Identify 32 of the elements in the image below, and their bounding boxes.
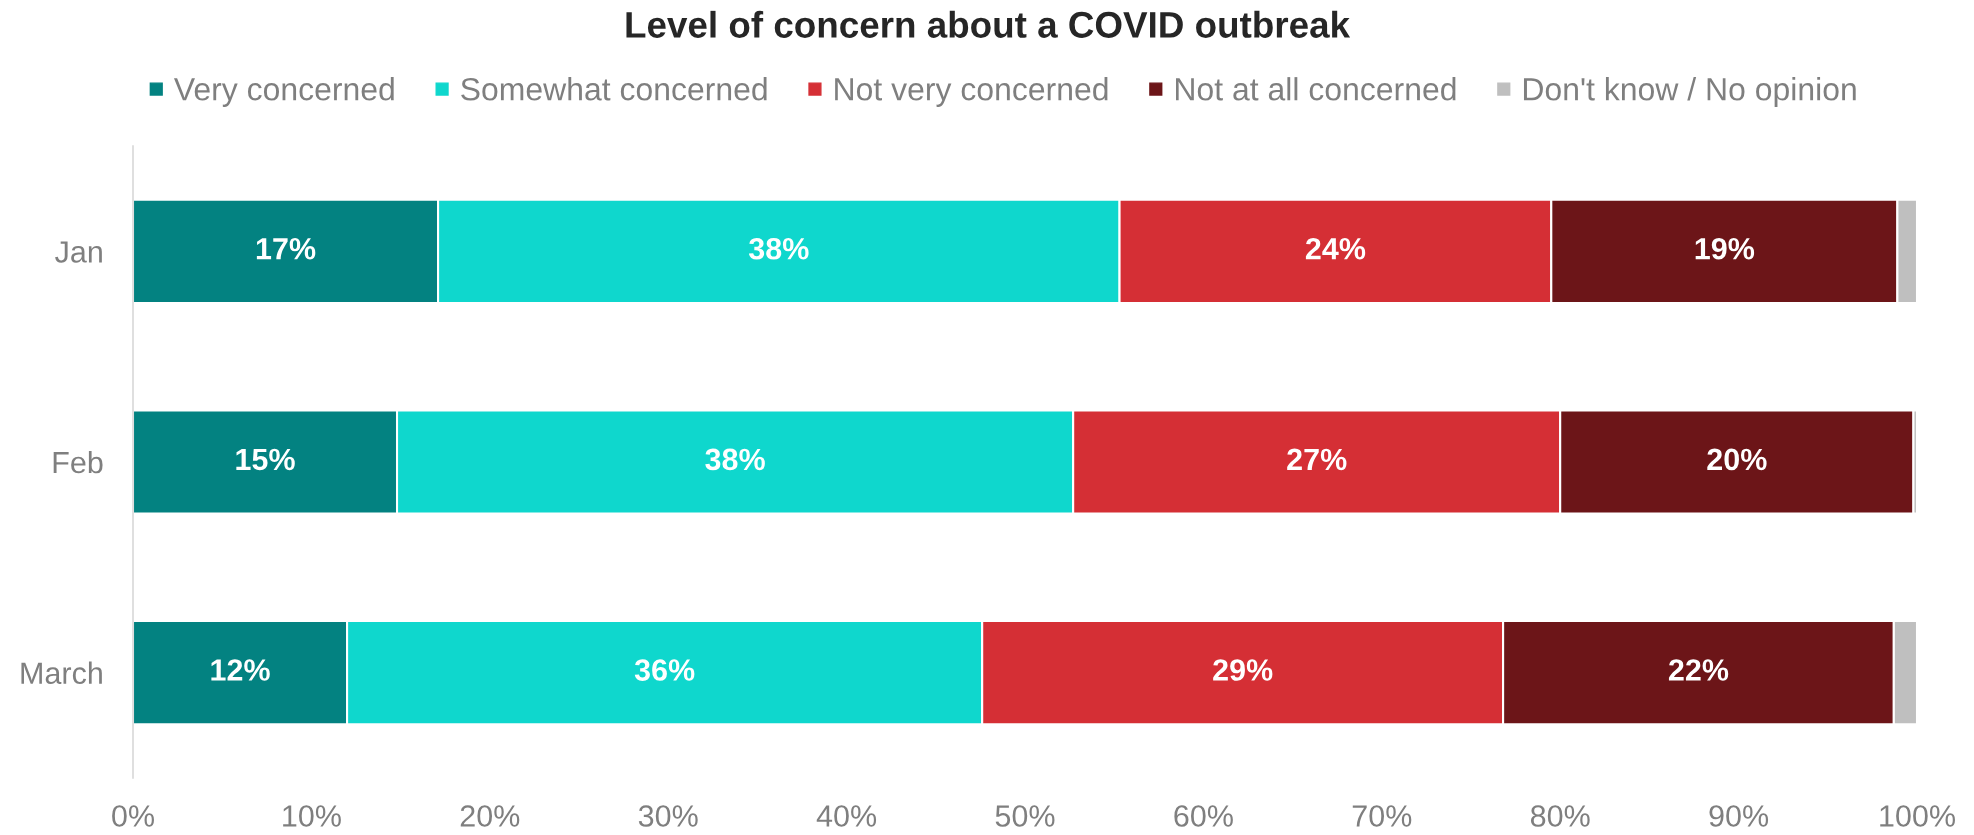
data-label: 20% xyxy=(1707,448,1767,471)
data-label: 24% xyxy=(1305,237,1366,260)
x-tick-label: 10% xyxy=(283,805,341,827)
y-tick-label: Jan xyxy=(55,241,102,263)
legend-label: Not at all concerned xyxy=(1176,77,1456,101)
x-tick-label: 40% xyxy=(816,805,877,827)
y-tick-label: March xyxy=(21,661,102,685)
x-tick-label: 20% xyxy=(460,805,520,827)
y-tick-label: Feb xyxy=(53,450,103,474)
data-label: 27% xyxy=(1287,448,1347,471)
x-tick-label: 80% xyxy=(1530,805,1590,827)
legend-label: Don't know / No opinion xyxy=(1523,77,1856,107)
data-label: 12% xyxy=(211,659,270,681)
data-label: 29% xyxy=(1213,659,1273,681)
chart-title: Level of concern about a COVID outbreak xyxy=(626,10,1351,38)
x-tick-label: 50% xyxy=(995,805,1055,827)
data-label: 38% xyxy=(705,448,765,471)
data-label: 36% xyxy=(634,659,695,681)
data-label: 19% xyxy=(1695,237,1755,260)
x-tick-label: 60% xyxy=(1174,805,1233,827)
legend-label: Not very concerned xyxy=(835,77,1108,107)
data-label: 38% xyxy=(748,237,809,260)
x-tick-label: 30% xyxy=(638,805,698,827)
data-label: 17% xyxy=(256,237,316,260)
data-label: 15% xyxy=(236,448,295,471)
x-tick-label: 0% xyxy=(112,805,154,827)
x-tick-label: 90% xyxy=(1709,805,1769,827)
x-tick-label: 70% xyxy=(1352,805,1412,827)
data-label: 22% xyxy=(1668,659,1729,681)
x-tick-label: 100% xyxy=(1880,805,1955,827)
legend-label: Very concerned xyxy=(173,77,394,107)
legend-label: Somewhat concerned xyxy=(461,77,767,101)
